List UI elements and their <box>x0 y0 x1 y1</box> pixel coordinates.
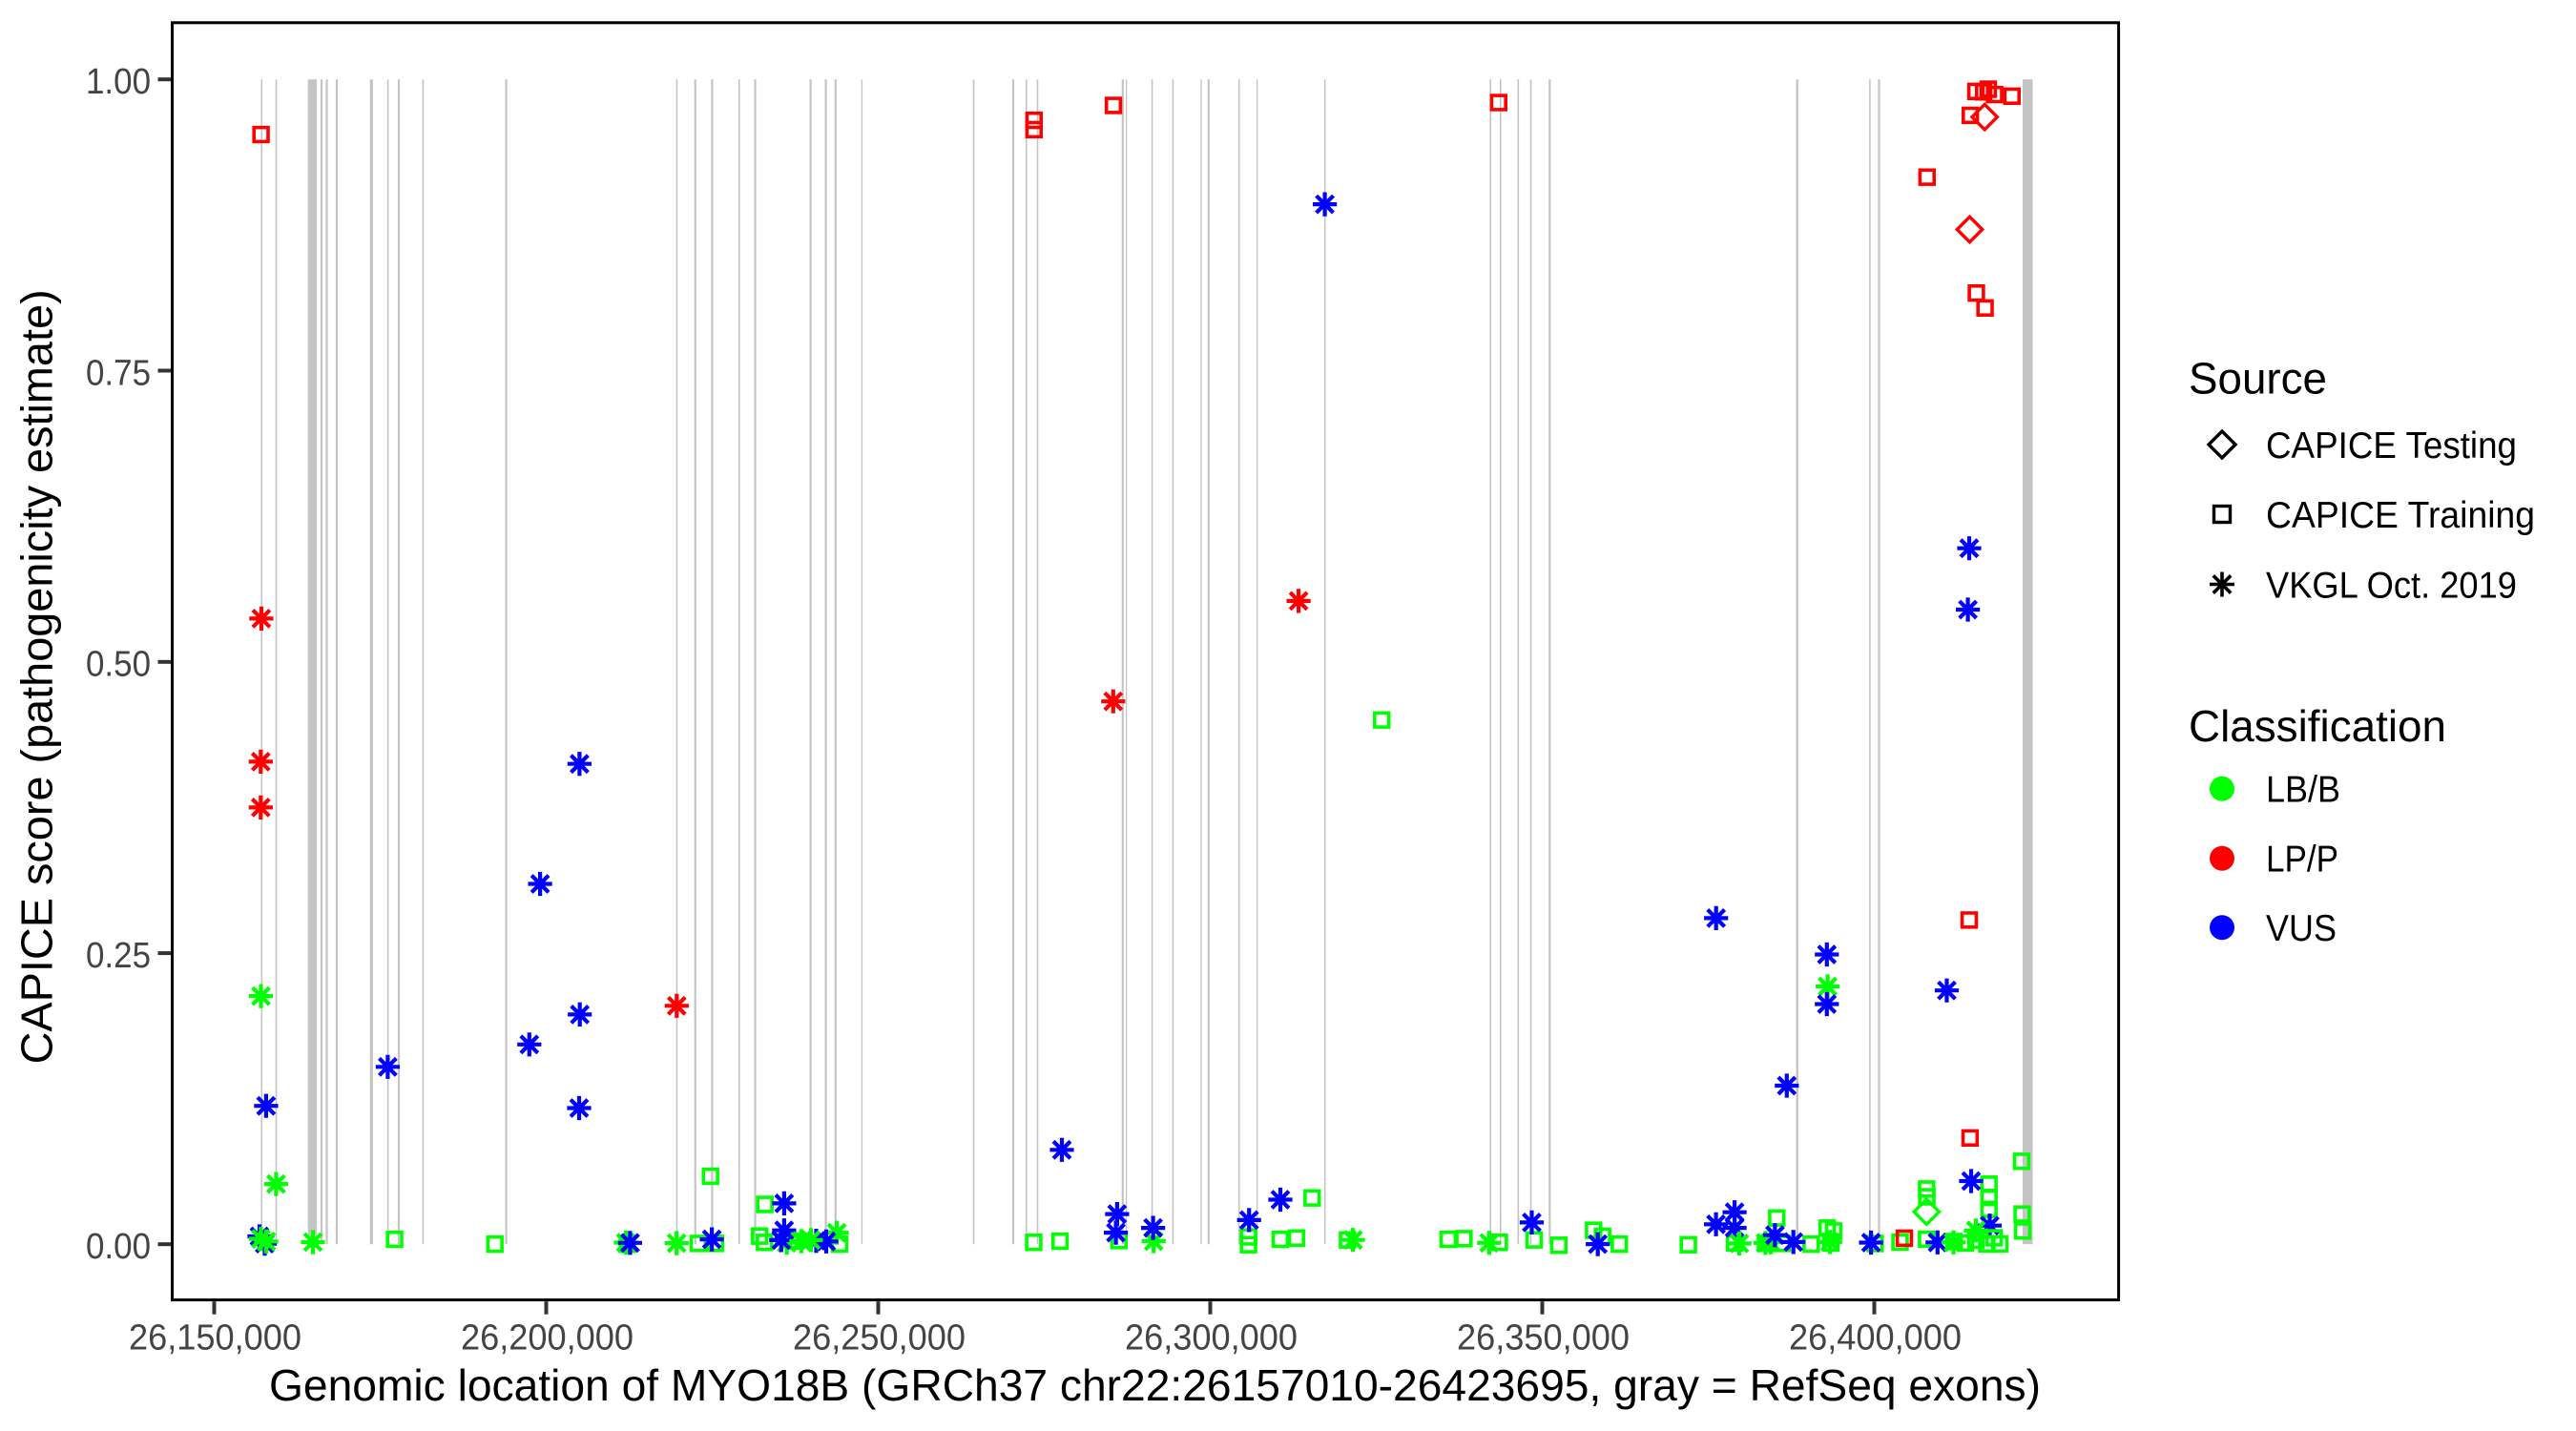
svg-text:CAPICE Training: CAPICE Training <box>2266 495 2535 536</box>
svg-text:0.75: 0.75 <box>86 353 151 393</box>
svg-text:26,350,000: 26,350,000 <box>1457 1318 1630 1358</box>
svg-text:VKGL Oct. 2019: VKGL Oct. 2019 <box>2266 565 2517 606</box>
svg-text:0.00: 0.00 <box>86 1227 151 1267</box>
svg-text:26,250,000: 26,250,000 <box>793 1318 966 1358</box>
svg-text:26,400,000: 26,400,000 <box>1789 1318 1962 1358</box>
svg-text:LB/B: LB/B <box>2266 770 2340 811</box>
svg-text:CAPICE Testing: CAPICE Testing <box>2266 425 2517 467</box>
svg-text:Genomic location of MYO18B (GR: Genomic location of MYO18B (GRCh37 chr22… <box>269 1360 2041 1410</box>
svg-text:VUS: VUS <box>2266 908 2337 949</box>
svg-text:Classification: Classification <box>2189 701 2446 751</box>
svg-text:26,300,000: 26,300,000 <box>1125 1318 1298 1358</box>
svg-text:Source: Source <box>2189 354 2327 404</box>
svg-text:1.00: 1.00 <box>86 62 151 102</box>
svg-text:0.50: 0.50 <box>86 645 151 685</box>
svg-text:0.25: 0.25 <box>86 936 151 976</box>
svg-text:LP/P: LP/P <box>2266 840 2338 881</box>
svg-text:CAPICE score (pathogenicity es: CAPICE score (pathogenicity estimate) <box>12 289 62 1064</box>
svg-text:26,200,000: 26,200,000 <box>461 1318 634 1358</box>
svg-text:26,150,000: 26,150,000 <box>129 1318 301 1358</box>
